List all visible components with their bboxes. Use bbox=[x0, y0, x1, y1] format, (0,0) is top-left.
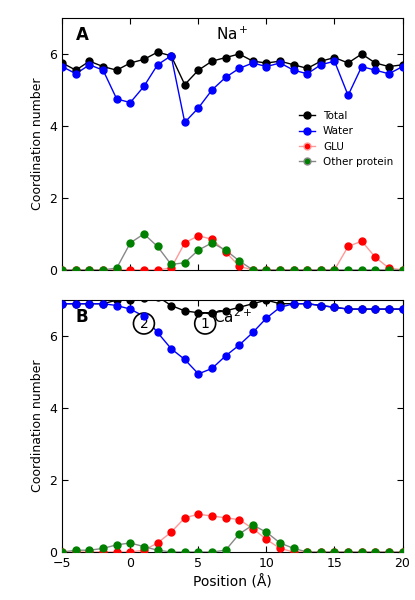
Text: Na$^+$: Na$^+$ bbox=[216, 26, 249, 43]
Text: B: B bbox=[76, 308, 88, 326]
Y-axis label: Coordination number: Coordination number bbox=[31, 77, 44, 210]
X-axis label: Position (Å): Position (Å) bbox=[193, 575, 272, 590]
Y-axis label: Coordination number: Coordination number bbox=[31, 360, 44, 493]
Text: 1: 1 bbox=[201, 317, 210, 331]
Text: A: A bbox=[76, 26, 89, 44]
Text: 2: 2 bbox=[139, 317, 148, 331]
Text: Ca$^{2+}$: Ca$^{2+}$ bbox=[213, 308, 252, 326]
Legend: Total, Water, GLU, Other protein: Total, Water, GLU, Other protein bbox=[295, 107, 397, 171]
